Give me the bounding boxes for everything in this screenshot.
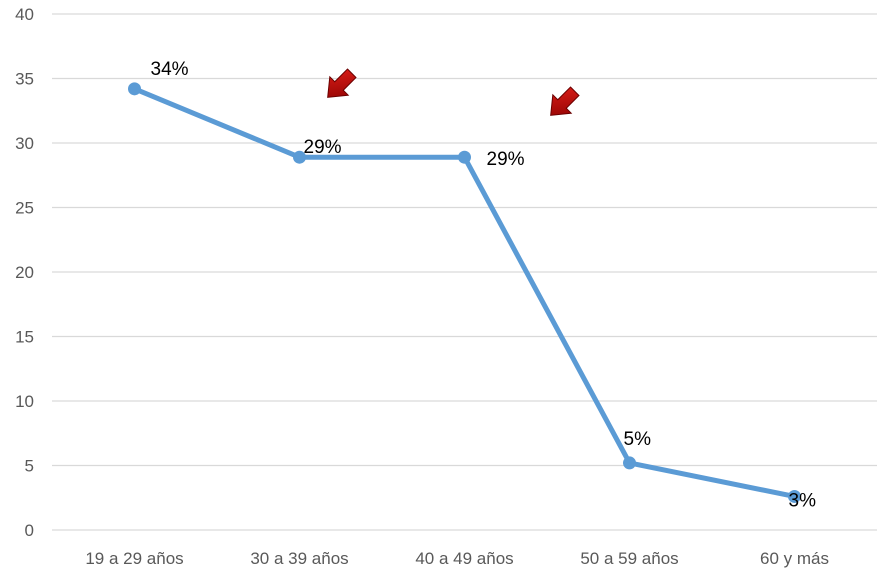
y-tick-label: 5	[25, 457, 34, 476]
y-tick-label: 40	[15, 5, 34, 24]
data-label: 5%	[624, 429, 652, 450]
y-tick-label: 0	[25, 521, 34, 540]
data-point	[458, 150, 471, 164]
data-labels: 34% 29% 29% 5% 3%	[151, 59, 817, 512]
data-label: 29%	[304, 137, 342, 158]
data-label: 3%	[789, 490, 817, 511]
data-point	[788, 489, 801, 503]
y-tick-label: 10	[15, 392, 34, 411]
annotations	[327, 68, 580, 116]
y-tick-label: 30	[15, 134, 34, 153]
data-point	[293, 150, 306, 164]
x-tick-label: 30 a 39 años	[250, 549, 348, 568]
y-tick-label: 35	[15, 70, 34, 89]
y-tick-label: 20	[15, 263, 34, 282]
red-arrow-icon	[550, 86, 580, 116]
data-point	[128, 82, 141, 96]
x-axis: 19 a 29 años 30 a 39 años 40 a 49 años 50 a…	[85, 549, 829, 568]
series-line	[132, 86, 797, 499]
arrow-shape	[327, 68, 357, 98]
x-tick-label: 19 a 29 años	[85, 549, 183, 568]
series-points	[128, 82, 801, 503]
y-axis: 0 5 10 15 20 25 30 35 40	[15, 5, 34, 540]
data-point	[623, 456, 636, 470]
y-tick-label: 25	[15, 199, 34, 218]
x-tick-label: 50 a 59 años	[580, 549, 678, 568]
arrow-shape	[550, 86, 580, 116]
series-line-path	[132, 86, 797, 499]
x-tick-label: 60 y más	[760, 549, 829, 568]
data-label: 29%	[487, 149, 525, 170]
data-label: 34%	[151, 59, 189, 80]
x-tick-label: 40 a 49 años	[415, 549, 513, 568]
red-arrow-icon	[327, 68, 357, 98]
gridlines	[52, 13, 877, 531]
y-tick-label: 15	[15, 328, 34, 347]
